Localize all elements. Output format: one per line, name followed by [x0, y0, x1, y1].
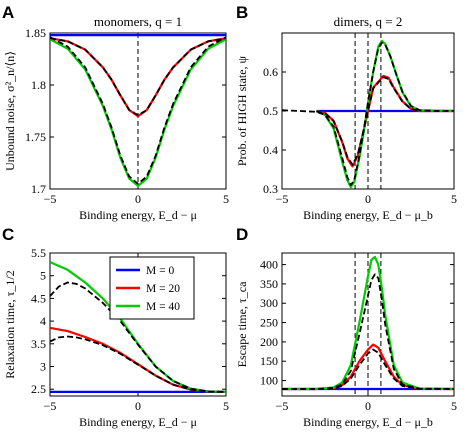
legend-label: M = 0 [146, 265, 174, 277]
y-tick-label: 0.4 [263, 143, 278, 157]
y-tick-label: 1.85 [25, 26, 46, 40]
y-tick-label: 0.6 [263, 65, 278, 79]
x-tick-label: −5 [44, 399, 57, 413]
series-line [316, 76, 420, 166]
y-tick-label: 250 [260, 316, 278, 330]
y-tick-label: 0.5 [263, 104, 278, 118]
series-line [50, 37, 226, 117]
x-axis-label: Binding energy, E_d − μ_b [303, 208, 433, 222]
panel-letter-a: A [2, 3, 14, 22]
panel-b: −5 0 5 0.3 0.4 0.5 0.6 dimers, q = 2 Binding ene… [235, 14, 457, 222]
x-tick-label: 0 [365, 192, 371, 206]
y-tick-label: 100 [260, 374, 278, 388]
series-line [50, 38, 226, 187]
series-line [315, 39, 454, 189]
y-tick-label: 150 [260, 354, 278, 368]
x-tick-label: 0 [135, 399, 141, 413]
x-tick-label: −5 [44, 192, 57, 206]
series-line [316, 74, 454, 168]
y-tick-label: 5.5 [31, 246, 46, 260]
y-tick-label: 300 [260, 296, 278, 310]
x-tick-label: 5 [451, 192, 457, 206]
series-line [50, 281, 226, 393]
y-axis-label: Unbound noise, σ²_n/⟨n⟩ [3, 51, 17, 171]
y-axis-label: Relaxation time, τ_1/2 [3, 270, 17, 378]
series-group [50, 34, 226, 187]
y-tick-label: 4.5 [31, 291, 46, 305]
y-tick-label: 350 [260, 277, 278, 291]
series-group [282, 39, 454, 189]
y-tick-label: 5 [40, 269, 46, 283]
x-tick-label: −5 [276, 192, 289, 206]
x-tick-label: 5 [223, 192, 229, 206]
x-axis-label: Binding energy, E_d − μ [79, 415, 197, 429]
y-tick-label: 1.7 [31, 182, 46, 196]
series-line [282, 41, 454, 186]
series-line [282, 255, 454, 391]
y-tick-label: 400 [260, 258, 278, 272]
series-line [50, 36, 226, 185]
y-axis-label: Prob. of HIGH state, ψ [235, 55, 249, 166]
panel-letter-d: D [236, 225, 248, 244]
y-tick-label: 1.75 [25, 130, 46, 144]
series-group [282, 255, 454, 391]
x-tick-label: 0 [135, 192, 141, 206]
y-tick-label: 3.5 [31, 337, 46, 351]
legend-label: M = 20 [146, 283, 180, 295]
y-tick-label: 200 [260, 335, 278, 349]
y-axis-label: Escape time, τ_ca [235, 281, 249, 367]
x-tick-label: 5 [223, 399, 229, 413]
x-tick-label: 5 [451, 399, 457, 413]
panel-title: dimers, q = 2 [334, 14, 403, 29]
panel-a: −5 0 5 1.7 1.75 1.8 1.85 monomers, q = 1 Binding… [3, 14, 229, 222]
legend-label: M = 40 [146, 301, 180, 313]
legend: M = 0 M = 20 M = 40 [109, 256, 195, 320]
y-tick-label: 2.5 [31, 382, 46, 396]
x-axis-label: Binding energy, E_d − μ [79, 208, 197, 222]
panel-title: monomers, q = 1 [94, 14, 182, 29]
y-tick-label: 3 [40, 359, 46, 373]
series-line [282, 273, 454, 390]
panel-letter-b: B [236, 3, 248, 22]
y-tick-label: 4 [40, 314, 46, 328]
y-tick-label: 0.3 [263, 182, 278, 196]
panel-c: −5 0 5 2.5 3 3.5 4 4.5 5 5.5 Binding energy, E_d −… [3, 246, 229, 429]
y-tick-label: 1.8 [31, 78, 46, 92]
x-axis-label: Binding energy, E_d − μ_b [303, 415, 433, 429]
panel-letter-c: C [2, 225, 14, 244]
series-line [282, 348, 454, 390]
x-tick-label: 0 [365, 399, 371, 413]
panel-d: −5 0 5 100 150 200 250 300 350 400 Binding energy,… [235, 252, 457, 429]
x-tick-label: −5 [276, 399, 289, 413]
series-group [50, 261, 226, 393]
